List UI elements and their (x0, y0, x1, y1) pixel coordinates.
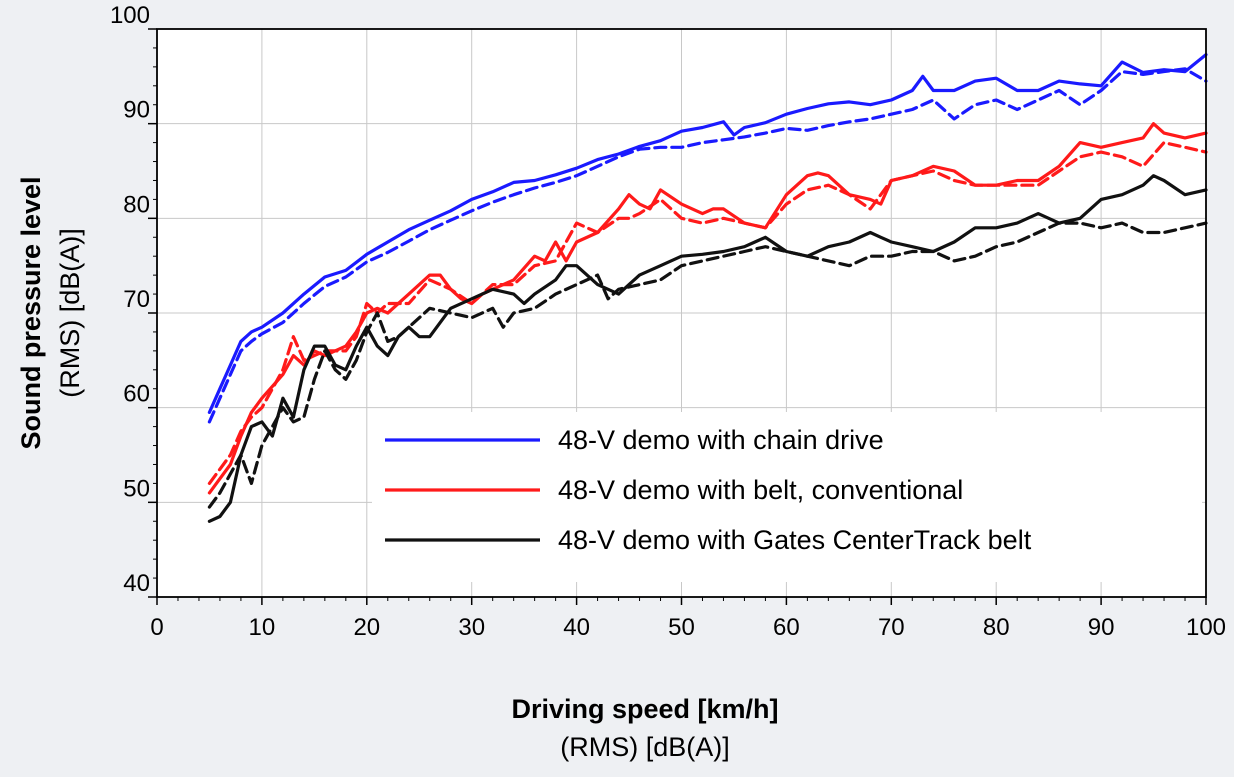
x-tick-label: 50 (668, 614, 695, 641)
y-tick-label: 90 (123, 97, 150, 124)
x-axis-label-sub: (RMS) [dB(A)] (560, 732, 730, 762)
x-tick-label: 70 (878, 614, 905, 641)
x-tick-labels: 0 10 20 30 40 50 60 70 80 90 100 (150, 614, 1226, 641)
y-axis-label-line1: Sound pressure level (16, 176, 46, 449)
x-tick-label: 10 (249, 614, 276, 641)
x-tick-label: 20 (353, 614, 380, 641)
y-tick-label: 80 (123, 191, 150, 218)
y-tick-label: 50 (123, 475, 150, 502)
y-axis-label-line2: (RMS) [dB(A)] (55, 228, 85, 398)
x-tick-label: 0 (150, 614, 163, 641)
legend-label: 48-V demo with chain drive (558, 425, 884, 455)
x-axis-label: Driving speed [km/h] (511, 694, 778, 724)
x-tick-label: 40 (563, 614, 590, 641)
axis-ticks (148, 28, 1207, 605)
series-line-4-solid (207, 174, 1208, 523)
y-tick-labels: 40 50 60 70 80 90 100 (110, 2, 150, 597)
x-tick-label: 30 (458, 614, 485, 641)
legend-label: 48-V demo with belt, conventional (558, 475, 963, 505)
x-tick-label: 90 (1088, 614, 1115, 641)
series-line-1-dashed (207, 67, 1208, 424)
series-line-3-dashed (207, 141, 1208, 485)
y-tick-label: 40 (123, 570, 150, 597)
y-tick-label: 60 (123, 381, 150, 408)
series-line-0-solid (207, 52, 1208, 414)
y-tick-label: 70 (123, 286, 150, 313)
legend: 48-V demo with chain drive 48-V demo with… (372, 412, 1202, 582)
y-tick-label: 100 (110, 2, 150, 29)
x-tick-label: 80 (983, 614, 1010, 641)
x-tick-label: 100 (1186, 614, 1226, 641)
legend-label: 48-V demo with Gates CenterTrack belt (558, 525, 1032, 555)
x-tick-label: 60 (773, 614, 800, 641)
series-lines (207, 52, 1208, 523)
